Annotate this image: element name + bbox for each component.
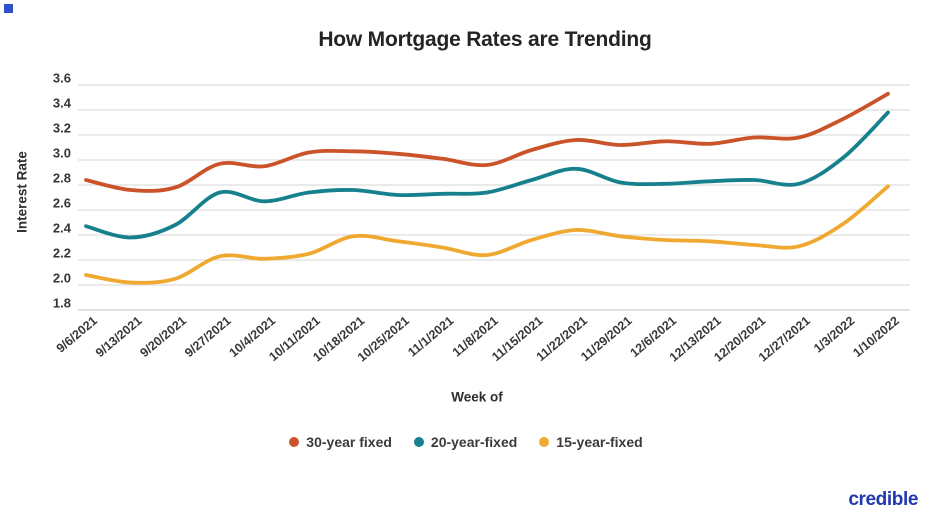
- x-tick-label: 9/13/2021: [93, 314, 145, 361]
- legend-item-label: 15-year-fixed: [556, 434, 643, 450]
- legend-item-15-year-fixed: 15-year-fixed: [539, 434, 643, 450]
- y-tick-label: 2.0: [53, 271, 71, 286]
- legend-item-label: 20-year-fixed: [430, 434, 518, 450]
- y-tick-label: 2.2: [53, 246, 71, 261]
- y-tick-label: 1.8: [53, 296, 71, 311]
- x-tick-label: 9/27/2021: [182, 314, 234, 361]
- legend-dot-icon: [289, 437, 300, 447]
- chart-title: How Mortgage Rates are Trending: [318, 28, 652, 51]
- corner-accent-square: [4, 4, 13, 13]
- y-tick-label: 3.4: [53, 96, 72, 111]
- x-tick-labels: 9/6/20219/13/20219/20/20219/27/202110/4/…: [54, 314, 902, 365]
- legend-dot-icon: [413, 437, 424, 447]
- x-tick-label: 9/20/2021: [137, 314, 189, 361]
- series-line-30-year-fixed: [84, 91, 890, 193]
- y-tick-label: 2.6: [53, 196, 71, 211]
- grid-layer: [78, 84, 910, 311]
- legend-dot-icon: [539, 437, 550, 447]
- chart-legend: 30-year fixed 20-year-fixed 15-year-fixed: [0, 434, 932, 450]
- legend-item-20-year-fixed: 20-year-fixed: [413, 434, 518, 450]
- series-line-20-year-fixed: [84, 110, 890, 240]
- series-line-15-year-fixed: [84, 184, 890, 285]
- y-tick-label: 3.0: [53, 146, 71, 161]
- y-tick-label: 2.4: [53, 221, 72, 236]
- y-tick-label: 2.8: [53, 171, 71, 186]
- x-tick-label: 1/10/2022: [850, 314, 902, 361]
- y-tick-label: 3.2: [53, 121, 71, 136]
- x-axis-title: Week of: [451, 389, 503, 405]
- legend-item-30-year-fixed: 30-year fixed: [289, 434, 392, 450]
- y-tick-label: 3.6: [53, 71, 71, 86]
- x-tick-label: 11/1/2021: [405, 314, 456, 360]
- legend-item-label: 30-year fixed: [306, 434, 392, 450]
- credible-logo: credible: [848, 489, 918, 510]
- series-lines: [84, 91, 890, 285]
- y-tick-labels: 3.6 3.4 3.2 3.0 2.8 2.6 2.4 2.2 2.0 1.8: [53, 71, 72, 311]
